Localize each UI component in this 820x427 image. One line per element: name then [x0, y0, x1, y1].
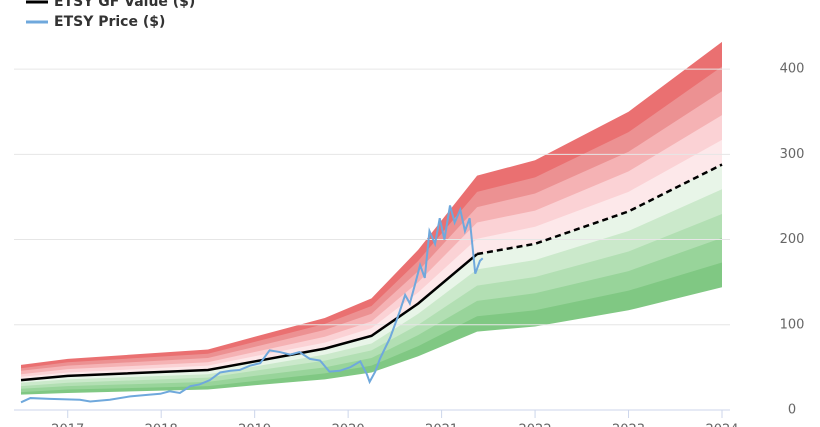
y-tick-label: 0: [788, 403, 796, 418]
x-tick-label: 2018: [145, 423, 178, 427]
x-tick-label: 2023: [612, 423, 645, 427]
x-tick-label: 2019: [238, 423, 271, 427]
legend-label[interactable]: ETSY GF Value ($): [54, 0, 195, 10]
y-tick-label: 300: [780, 147, 805, 162]
price-line: [20, 205, 484, 404]
legend-label[interactable]: ETSY Price ($): [54, 14, 165, 30]
y-tick-label: 100: [780, 317, 805, 332]
y-tick-label: 400: [780, 62, 805, 77]
gf-value-projection: [476, 163, 723, 256]
y-tick-label: 200: [780, 232, 805, 247]
x-tick-label: 2020: [332, 423, 365, 427]
x-tick-label: 2021: [425, 423, 458, 427]
legend: ETSY GF Value ($) ETSY Price ($): [26, 0, 195, 30]
x-tick-label: 2022: [519, 423, 552, 427]
plot-area: 0 100 200 300 400 2017 2018 2019 2020 2021 2022 202…: [14, 41, 805, 427]
x-tick-label: 2017: [51, 423, 84, 427]
x-tick-label: 2024: [705, 423, 738, 427]
value-band: [21, 287, 722, 410]
